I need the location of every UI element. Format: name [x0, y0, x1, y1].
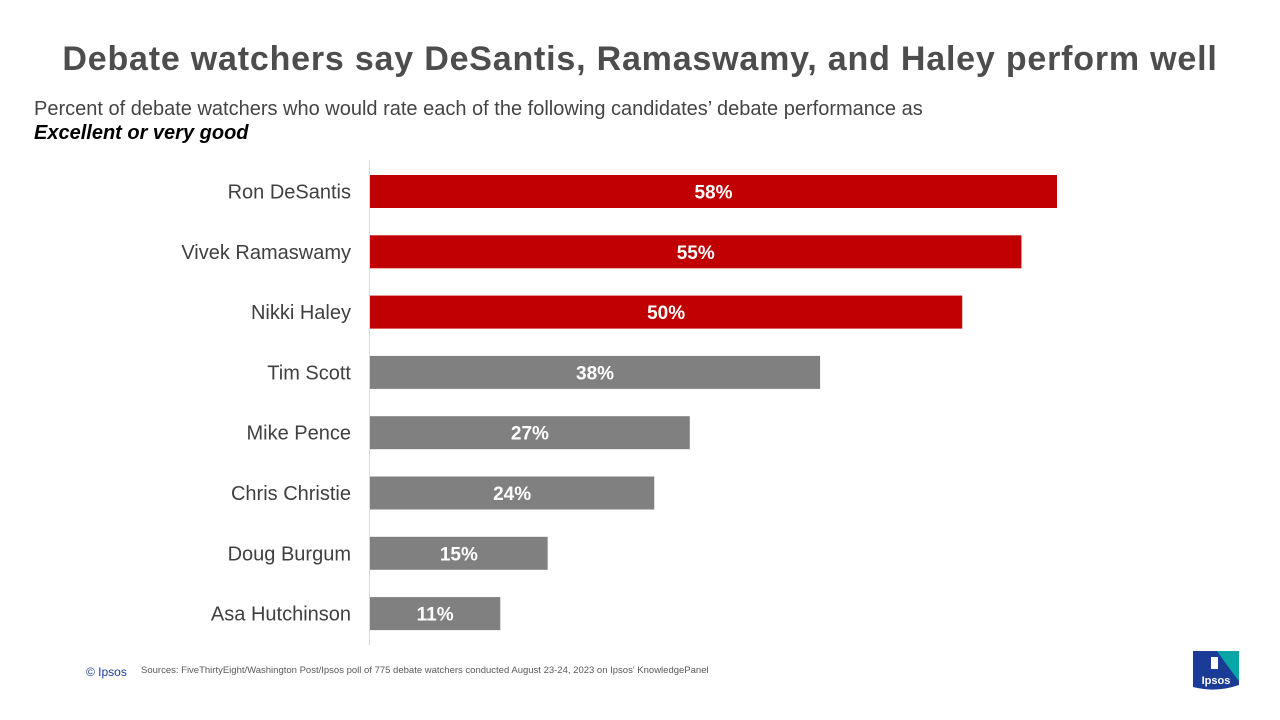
data-label: 24% [493, 484, 531, 505]
copyright-text: © Ipsos [86, 665, 127, 679]
bar [370, 295, 963, 329]
data-label: 38% [576, 363, 614, 384]
logo-text: Ipsos [1202, 675, 1231, 687]
data-label: 50% [647, 303, 685, 324]
category-label: Tim Scott [267, 362, 351, 384]
data-label: 15% [440, 544, 478, 565]
sources-note: Sources: FiveThirtyEight/Washington Post… [141, 665, 709, 676]
bar [370, 416, 690, 450]
category-label: Chris Christie [231, 483, 351, 505]
data-label: 27% [511, 424, 549, 445]
category-label: Nikki Haley [251, 302, 351, 324]
category-label: Vivek Ramaswamy [181, 242, 351, 264]
ipsos-logo: Ipsos [1193, 651, 1239, 690]
bar [370, 536, 548, 570]
bar [370, 235, 1022, 269]
sources-label: Sources: [141, 665, 179, 676]
bar [370, 597, 501, 631]
data-label: 11% [417, 605, 454, 626]
category-label: Doug Burgum [228, 543, 351, 565]
bar [370, 476, 655, 510]
category-label: Mike Pence [247, 423, 352, 445]
sources-text: FiveThirtyEight/Washington Post/Ipsos po… [181, 665, 709, 676]
bars-layer: Ron DeSantis 58% Vivek Ramaswamy 55% Nikki H… [181, 175, 1057, 631]
bar-chart: Ron DeSantis 58% Vivek Ramaswamy 55% Nikki H… [181, 160, 1057, 645]
category-label: Ron DeSantis [228, 182, 351, 204]
data-label: 58% [694, 183, 732, 204]
chart-title: Debate watchers say DeSantis, Ramaswamy,… [62, 40, 1218, 78]
chart-subtitle-emphasis: Excellent or very good [34, 122, 249, 144]
chart-subtitle: Percent of debate watchers who would rat… [34, 98, 923, 120]
data-label: 55% [677, 243, 715, 264]
category-label: Asa Hutchinson [211, 604, 351, 626]
bar [370, 175, 1057, 208]
bar [370, 355, 821, 389]
